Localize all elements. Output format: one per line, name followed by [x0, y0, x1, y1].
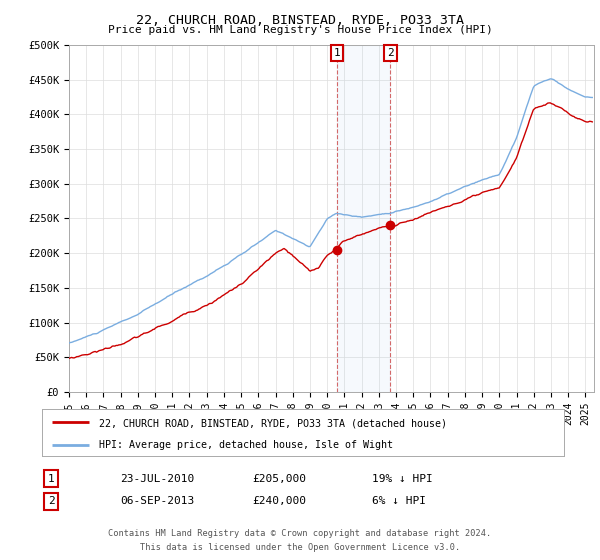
Text: £240,000: £240,000	[252, 496, 306, 506]
Text: Price paid vs. HM Land Registry's House Price Index (HPI): Price paid vs. HM Land Registry's House …	[107, 25, 493, 35]
Text: 1: 1	[333, 48, 340, 58]
Text: This data is licensed under the Open Government Licence v3.0.: This data is licensed under the Open Gov…	[140, 543, 460, 552]
Text: HPI: Average price, detached house, Isle of Wight: HPI: Average price, detached house, Isle…	[100, 441, 394, 450]
Text: £205,000: £205,000	[252, 474, 306, 484]
Text: 19% ↓ HPI: 19% ↓ HPI	[372, 474, 433, 484]
Bar	[337, 45, 391, 392]
Text: 22, CHURCH ROAD, BINSTEAD, RYDE, PO33 3TA: 22, CHURCH ROAD, BINSTEAD, RYDE, PO33 3T…	[136, 14, 464, 27]
Text: 23-JUL-2010: 23-JUL-2010	[120, 474, 194, 484]
Text: 6% ↓ HPI: 6% ↓ HPI	[372, 496, 426, 506]
Text: 06-SEP-2013: 06-SEP-2013	[120, 496, 194, 506]
Text: 2: 2	[387, 48, 394, 58]
Text: 22, CHURCH ROAD, BINSTEAD, RYDE, PO33 3TA (detached house): 22, CHURCH ROAD, BINSTEAD, RYDE, PO33 3T…	[100, 418, 448, 428]
Text: 2: 2	[47, 496, 55, 506]
Text: 1: 1	[47, 474, 55, 484]
Text: Contains HM Land Registry data © Crown copyright and database right 2024.: Contains HM Land Registry data © Crown c…	[109, 529, 491, 538]
